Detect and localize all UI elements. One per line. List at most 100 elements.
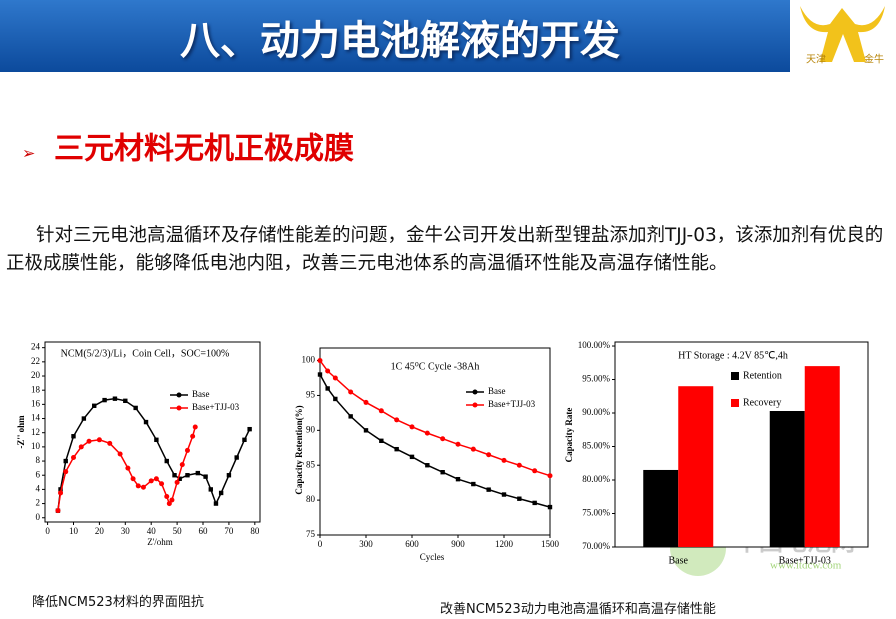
logo-icon bbox=[800, 6, 885, 62]
marker bbox=[218, 490, 224, 496]
x-tick-label: 60 bbox=[199, 526, 209, 536]
marker bbox=[123, 398, 128, 404]
marker bbox=[470, 446, 476, 452]
marker bbox=[471, 481, 476, 487]
marker bbox=[190, 433, 196, 439]
chart-title: NCM(5/2/3)/Li，Coin Cell，SOC=100% bbox=[61, 348, 230, 359]
x-tick-label: 900 bbox=[451, 539, 465, 549]
marker bbox=[425, 463, 430, 468]
y-tick-label: 20 bbox=[31, 370, 41, 380]
marker bbox=[317, 358, 323, 364]
legend-label: Base bbox=[192, 389, 210, 399]
marker bbox=[317, 372, 323, 377]
marker bbox=[234, 455, 239, 460]
paragraph: 针对三元电池高温循环及存储性能差的问题，金牛公司开发出新型锂盐添加剂TJJ-03… bbox=[6, 225, 884, 274]
marker bbox=[58, 487, 63, 492]
marker bbox=[185, 473, 190, 478]
y-tick-label: 18 bbox=[31, 384, 41, 394]
x-tick-label: 70 bbox=[224, 526, 234, 536]
x-tick-label: 600 bbox=[405, 539, 419, 549]
marker bbox=[81, 416, 87, 421]
legend-marker bbox=[472, 402, 478, 408]
marker bbox=[325, 368, 331, 374]
x-axis-label: Z'/ohm bbox=[147, 537, 173, 547]
marker bbox=[174, 479, 180, 485]
legend-label: Base+TJJ-03 bbox=[192, 402, 240, 412]
marker bbox=[70, 455, 76, 461]
section-heading: 三元材料无机正极成膜 bbox=[54, 132, 354, 167]
marker bbox=[532, 500, 537, 506]
y-tick-label: 85 bbox=[306, 459, 316, 469]
legend-swatch bbox=[731, 372, 739, 380]
y-tick-label: 100.00% bbox=[578, 340, 611, 350]
marker bbox=[379, 438, 384, 444]
marker bbox=[213, 501, 219, 506]
y-tick-label: 90.00% bbox=[582, 407, 610, 417]
marker bbox=[486, 487, 491, 492]
y-tick-label: 16 bbox=[31, 398, 41, 408]
marker bbox=[92, 403, 97, 408]
legend-swatch bbox=[731, 399, 739, 407]
x-tick-label: 40 bbox=[147, 526, 157, 536]
y-tick-label: 12 bbox=[31, 427, 40, 437]
watermark-url: www.itdcw.com bbox=[770, 560, 842, 572]
y-axis-label: Capacity Retention(%) bbox=[294, 405, 304, 494]
marker bbox=[455, 441, 461, 447]
bar bbox=[678, 386, 714, 547]
header-bar bbox=[0, 0, 896, 72]
y-tick-label: 80 bbox=[306, 494, 316, 504]
y-tick-label: 22 bbox=[31, 356, 40, 366]
y-tick-label: 2 bbox=[36, 498, 41, 508]
marker bbox=[179, 462, 185, 468]
marker bbox=[140, 484, 146, 490]
marker bbox=[517, 496, 522, 501]
marker bbox=[63, 469, 69, 475]
x-tick-label: 80 bbox=[250, 526, 260, 536]
marker bbox=[348, 414, 353, 419]
marker bbox=[107, 440, 113, 446]
marker bbox=[148, 478, 154, 484]
marker bbox=[133, 405, 138, 411]
marker bbox=[242, 437, 247, 442]
marker bbox=[501, 492, 507, 497]
y-tick-label: 90 bbox=[306, 424, 316, 434]
y-tick-label: 80.00% bbox=[582, 474, 610, 484]
marker bbox=[184, 447, 190, 453]
caption: 降低NCM523材料的界面阻抗 bbox=[32, 595, 204, 610]
x-tick-label: 50 bbox=[173, 526, 183, 536]
marker bbox=[394, 446, 399, 452]
legend-label: Retention bbox=[743, 370, 782, 381]
x-tick-label: 1500 bbox=[541, 539, 560, 549]
marker bbox=[130, 476, 136, 482]
y-tick-label: 95.00% bbox=[582, 374, 610, 384]
marker bbox=[166, 501, 172, 507]
marker bbox=[58, 490, 64, 496]
marker bbox=[192, 424, 198, 430]
marker bbox=[208, 487, 213, 492]
marker bbox=[71, 434, 76, 439]
bullet-icon: ➢ bbox=[22, 144, 35, 163]
slide-title: 八、动力电池解液的开发 bbox=[180, 18, 620, 64]
marker bbox=[547, 504, 553, 510]
x-tick-label: 300 bbox=[359, 539, 373, 549]
logo-right-text: 金牛 bbox=[864, 52, 884, 65]
marker bbox=[247, 426, 252, 432]
marker bbox=[409, 424, 415, 430]
marker bbox=[440, 436, 446, 442]
y-tick-label: 6 bbox=[36, 469, 41, 479]
bar bbox=[643, 469, 679, 547]
plot-frame bbox=[319, 347, 551, 536]
logo-left-text: 天津 bbox=[806, 53, 826, 65]
legend-marker bbox=[472, 389, 478, 395]
marker bbox=[332, 375, 338, 381]
marker bbox=[169, 497, 175, 503]
bar bbox=[804, 366, 840, 547]
y-tick-label: 8 bbox=[36, 455, 41, 465]
legend-label: Recovery bbox=[743, 397, 781, 408]
y-tick-label: 70.00% bbox=[582, 541, 610, 551]
x-tick-label: 0 bbox=[45, 526, 50, 536]
marker bbox=[164, 493, 170, 499]
marker bbox=[547, 473, 553, 479]
y-axis-label: -Z'' ohm bbox=[16, 415, 26, 449]
